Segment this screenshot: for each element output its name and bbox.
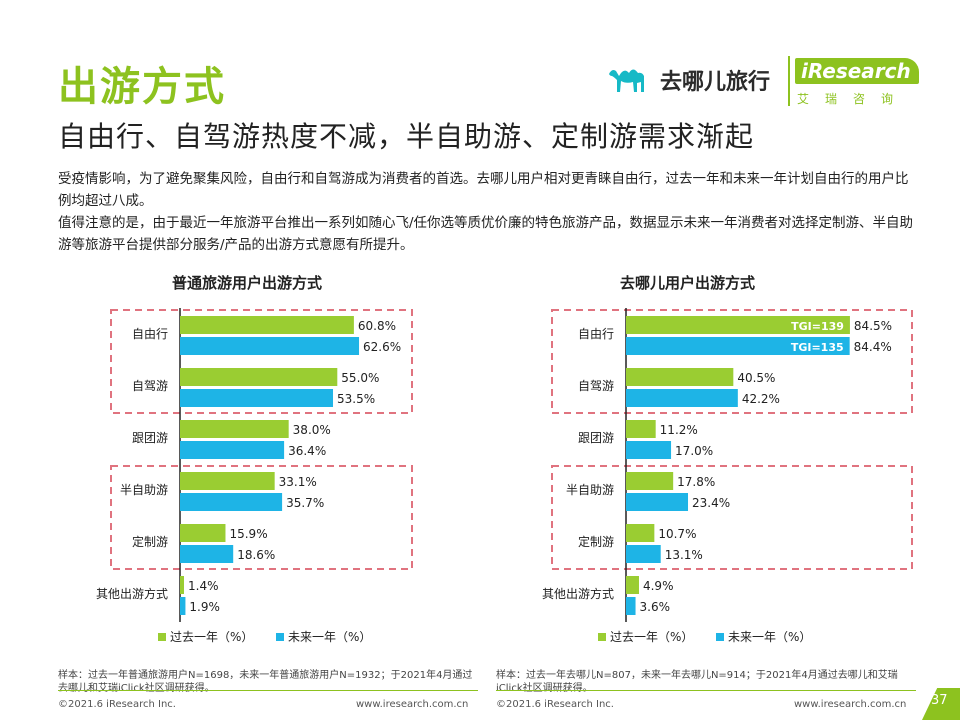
bar-qunar-future xyxy=(626,337,850,355)
qunar-logo: 去哪儿旅行 xyxy=(606,60,770,100)
page-title: 出游方式 xyxy=(58,64,226,110)
highlight-box-general xyxy=(110,309,413,414)
category-label-general: 跟团游 xyxy=(132,431,168,445)
legend-label-past: 过去一年（%） xyxy=(170,630,253,644)
value-label-qunar: 10.7% xyxy=(658,527,696,541)
chart-title-general: 普通旅游用户出游方式 xyxy=(172,274,323,292)
value-label-qunar: 23.4% xyxy=(692,496,730,510)
value-label-general: 18.6% xyxy=(237,548,275,562)
bar-qunar-future xyxy=(626,545,661,563)
bar-qunar-past xyxy=(626,576,639,594)
bar-general-past xyxy=(180,524,226,542)
highlight-box-general xyxy=(110,465,413,570)
value-label-qunar: 17.8% xyxy=(677,475,715,489)
value-label-qunar: 17.0% xyxy=(675,444,713,458)
bar-general-past xyxy=(180,368,338,386)
footer-copyright: ©2021.6 iResearch Inc. xyxy=(58,699,176,710)
value-label-qunar: 42.2% xyxy=(742,392,780,406)
value-label-general: 36.4% xyxy=(288,444,326,458)
bar-general-future xyxy=(180,493,283,511)
legend-label-future: 未来一年（%） xyxy=(728,630,811,644)
bar-qunar-future xyxy=(626,441,672,459)
footer-copyright: ©2021.6 iResearch Inc. xyxy=(496,699,614,710)
value-label-qunar: 84.4% xyxy=(854,340,892,354)
legend-label-past: 过去一年（%） xyxy=(610,630,693,644)
value-label-general: 1.4% xyxy=(188,579,219,593)
description-paragraph: 值得注意的是，由于最近一年旅游平台推出一系列如随心飞/任你选等质优价廉的特色旅游… xyxy=(58,215,914,253)
bar-qunar-past xyxy=(626,368,734,386)
category-label-general: 自驾游 xyxy=(132,379,168,393)
value-label-general: 62.6% xyxy=(363,340,401,354)
page-number: 37 xyxy=(931,693,948,708)
bar-general-future xyxy=(180,441,285,459)
value-label-general: 33.1% xyxy=(279,475,317,489)
sample-note-general: 样本：过去一年普通旅游用户N=1698，未来一年普通旅游用户N=1932；于20… xyxy=(58,670,473,694)
page-subtitle: 自由行、自驾游热度不减，半自助游、定制游需求渐起 xyxy=(58,120,755,153)
bar-general-past xyxy=(180,316,354,334)
value-label-qunar: 84.5% xyxy=(854,319,892,333)
legend-swatch-future xyxy=(276,633,284,641)
value-label-general: 15.9% xyxy=(229,527,267,541)
value-label-qunar: 4.9% xyxy=(643,579,674,593)
bar-general-future xyxy=(180,337,360,355)
category-label-general: 定制游 xyxy=(132,534,168,549)
value-label-general: 53.5% xyxy=(337,392,375,406)
footer-divider xyxy=(58,690,478,691)
category-label-qunar: 自由行 xyxy=(578,327,614,341)
bar-general-future xyxy=(180,389,334,407)
legend-swatch-past xyxy=(598,633,606,641)
bar-qunar-future xyxy=(626,389,738,407)
highlight-box-qunar xyxy=(551,309,913,414)
bar-general-future xyxy=(180,545,234,563)
bar-general-past xyxy=(180,420,289,438)
value-label-qunar: 40.5% xyxy=(737,371,775,385)
bar-general-past xyxy=(180,472,275,490)
value-label-general: 35.7% xyxy=(286,496,324,510)
value-label-qunar: 3.6% xyxy=(640,600,671,614)
logo-divider xyxy=(788,56,790,106)
category-label-qunar: 定制游 xyxy=(578,534,614,549)
category-label-qunar: 半自助游 xyxy=(566,483,614,497)
bar-general-future xyxy=(180,597,186,615)
tgi-label: TGI=135 xyxy=(791,341,844,354)
footer-url: www.iresearch.com.cn xyxy=(794,699,907,710)
bar-general-past xyxy=(180,576,185,594)
tgi-label: TGI=139 xyxy=(791,320,844,333)
legend-swatch-past xyxy=(158,633,166,641)
qunar-logo-text: 去哪儿旅行 xyxy=(660,70,771,95)
bar-qunar-past xyxy=(626,316,850,334)
bar-qunar-past xyxy=(626,472,674,490)
iresearch-logo-cn: 艾瑞咨询 xyxy=(797,92,910,106)
value-label-qunar: 13.1% xyxy=(665,548,703,562)
footer-url: www.iresearch.com.cn xyxy=(356,699,469,710)
category-label-general: 自由行 xyxy=(132,327,168,341)
camel-icon xyxy=(609,69,644,92)
iresearch-logo: iResearch 艾瑞咨询 xyxy=(795,58,919,107)
value-label-general: 60.8% xyxy=(358,319,396,333)
chart-title-qunar: 去哪儿用户出游方式 xyxy=(620,274,756,292)
value-label-general: 1.9% xyxy=(189,600,220,614)
bar-qunar-past xyxy=(626,420,656,438)
iresearch-logo-word: iResearch xyxy=(795,58,919,84)
bar-qunar-future xyxy=(626,597,636,615)
legend-swatch-future xyxy=(716,633,724,641)
description-paragraph: 受疫情影响，为了避免聚集风险，自由行和自驾游成为消费者的首选。去哪儿用户相对更青… xyxy=(58,171,909,209)
category-label-qunar: 跟团游 xyxy=(578,431,614,445)
value-label-general: 38.0% xyxy=(293,423,331,437)
category-label-qunar: 其他出游方式 xyxy=(542,586,614,601)
category-label-general: 半自助游 xyxy=(120,483,168,497)
bar-qunar-past xyxy=(626,524,655,542)
value-label-general: 55.0% xyxy=(341,371,379,385)
legend-label-future: 未来一年（%） xyxy=(288,630,371,644)
sample-note-qunar: 样本：过去一年去哪儿N=807，未来一年去哪儿N=914；于2021年4月通过去… xyxy=(496,670,898,694)
highlight-box-qunar xyxy=(551,465,913,570)
category-label-qunar: 自驾游 xyxy=(578,379,614,393)
value-label-qunar: 11.2% xyxy=(660,423,698,437)
description: 受疫情影响，为了避免聚集风险，自由行和自驾游成为消费者的首选。去哪儿用户相对更青… xyxy=(58,168,918,256)
bar-qunar-future xyxy=(626,493,689,511)
category-label-general: 其他出游方式 xyxy=(96,586,168,601)
footer-divider xyxy=(496,690,916,691)
